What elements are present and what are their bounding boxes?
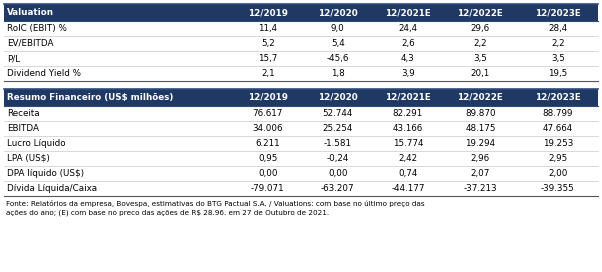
- Text: 12/2019: 12/2019: [248, 93, 288, 102]
- Text: 12/2022E: 12/2022E: [458, 8, 503, 17]
- Text: 2,6: 2,6: [401, 39, 415, 48]
- Text: 4,3: 4,3: [401, 54, 415, 63]
- Text: 20,1: 20,1: [471, 69, 490, 78]
- Text: 12/2021E: 12/2021E: [385, 93, 431, 102]
- Text: 12/2020: 12/2020: [318, 8, 358, 17]
- Text: DPA líquido (US$): DPA líquido (US$): [7, 169, 84, 178]
- Text: 6.211: 6.211: [255, 139, 280, 148]
- Text: 43.166: 43.166: [393, 124, 423, 133]
- Text: 0,74: 0,74: [399, 169, 418, 178]
- Text: 2,2: 2,2: [474, 39, 487, 48]
- Text: 89.870: 89.870: [465, 109, 495, 118]
- Text: 12/2020: 12/2020: [318, 93, 358, 102]
- Text: LPA (US$): LPA (US$): [7, 154, 50, 163]
- Text: -44.177: -44.177: [391, 184, 424, 193]
- Text: 12/2019: 12/2019: [248, 8, 288, 17]
- Bar: [4, 106, 598, 121]
- Text: 28,4: 28,4: [548, 24, 568, 33]
- Text: 15,7: 15,7: [258, 54, 278, 63]
- Text: 0,00: 0,00: [258, 169, 278, 178]
- Text: -1.581: -1.581: [324, 139, 352, 148]
- Bar: [4, 36, 598, 51]
- Text: Dividend Yield %: Dividend Yield %: [7, 69, 81, 78]
- Text: -63.207: -63.207: [321, 184, 355, 193]
- Text: 2,42: 2,42: [399, 154, 417, 163]
- Text: -39.355: -39.355: [541, 184, 575, 193]
- Text: 47.664: 47.664: [543, 124, 573, 133]
- Text: 12/2023E: 12/2023E: [535, 93, 581, 102]
- Text: 2,95: 2,95: [548, 154, 568, 163]
- Text: -0,24: -0,24: [327, 154, 349, 163]
- Text: Fonte: Relatórios da empresa, Bovespa, estimativas do BTG Pactual S.A. / Valuati: Fonte: Relatórios da empresa, Bovespa, e…: [6, 200, 424, 207]
- Bar: [4, 51, 598, 66]
- Text: ações do ano; (E) com base no preco das ações de R$ 28.96. em 27 de Outubro de 2: ações do ano; (E) com base no preco das …: [6, 209, 329, 215]
- Text: 0,00: 0,00: [328, 169, 347, 178]
- Text: 19.294: 19.294: [465, 139, 495, 148]
- Text: 2,07: 2,07: [471, 169, 490, 178]
- Text: Resumo Financeiro (US$ milhões): Resumo Financeiro (US$ milhões): [7, 93, 173, 102]
- Text: 3,5: 3,5: [551, 54, 565, 63]
- Text: 11,4: 11,4: [258, 24, 278, 33]
- Text: 48.175: 48.175: [465, 124, 495, 133]
- Bar: [4, 89, 598, 106]
- Bar: [4, 121, 598, 136]
- Text: -79.071: -79.071: [251, 184, 285, 193]
- Text: 3,9: 3,9: [401, 69, 415, 78]
- Text: 1,8: 1,8: [331, 69, 345, 78]
- Text: 3,5: 3,5: [473, 54, 488, 63]
- Bar: [4, 181, 598, 196]
- Text: 34.006: 34.006: [252, 124, 283, 133]
- Text: 88.799: 88.799: [542, 109, 573, 118]
- Text: 12/2022E: 12/2022E: [458, 93, 503, 102]
- Text: 9,0: 9,0: [331, 24, 345, 33]
- Text: 15.774: 15.774: [393, 139, 423, 148]
- Text: 25.254: 25.254: [323, 124, 353, 133]
- Bar: [4, 151, 598, 166]
- Text: P/L: P/L: [7, 54, 20, 63]
- Bar: [4, 66, 598, 81]
- Text: 19,5: 19,5: [548, 69, 568, 78]
- Text: 2,1: 2,1: [261, 69, 275, 78]
- Text: 0,95: 0,95: [258, 154, 278, 163]
- Text: 19.253: 19.253: [543, 139, 573, 148]
- Text: EBITDA: EBITDA: [7, 124, 39, 133]
- Text: 5,2: 5,2: [261, 39, 275, 48]
- Text: 2,00: 2,00: [548, 169, 568, 178]
- Text: 76.617: 76.617: [253, 109, 283, 118]
- Text: 2,96: 2,96: [471, 154, 490, 163]
- Bar: [4, 4, 598, 21]
- Text: RoIC (EBIT) %: RoIC (EBIT) %: [7, 24, 67, 33]
- Text: Receita: Receita: [7, 109, 40, 118]
- Bar: [4, 166, 598, 181]
- Text: 29,6: 29,6: [471, 24, 490, 33]
- Text: 5,4: 5,4: [331, 39, 345, 48]
- Text: -37.213: -37.213: [464, 184, 497, 193]
- Text: Valuation: Valuation: [7, 8, 54, 17]
- Text: EV/EBITDA: EV/EBITDA: [7, 39, 54, 48]
- Text: 24,4: 24,4: [399, 24, 417, 33]
- Bar: [4, 136, 598, 151]
- Text: 12/2021E: 12/2021E: [385, 8, 431, 17]
- Text: Lucro Líquido: Lucro Líquido: [7, 139, 66, 148]
- Text: 52.744: 52.744: [323, 109, 353, 118]
- Text: 82.291: 82.291: [393, 109, 423, 118]
- Text: -45,6: -45,6: [327, 54, 349, 63]
- Text: 2,2: 2,2: [551, 39, 565, 48]
- Bar: [4, 21, 598, 36]
- Text: Dívida Líquida/Caixa: Dívida Líquida/Caixa: [7, 184, 97, 193]
- Text: 12/2023E: 12/2023E: [535, 8, 581, 17]
